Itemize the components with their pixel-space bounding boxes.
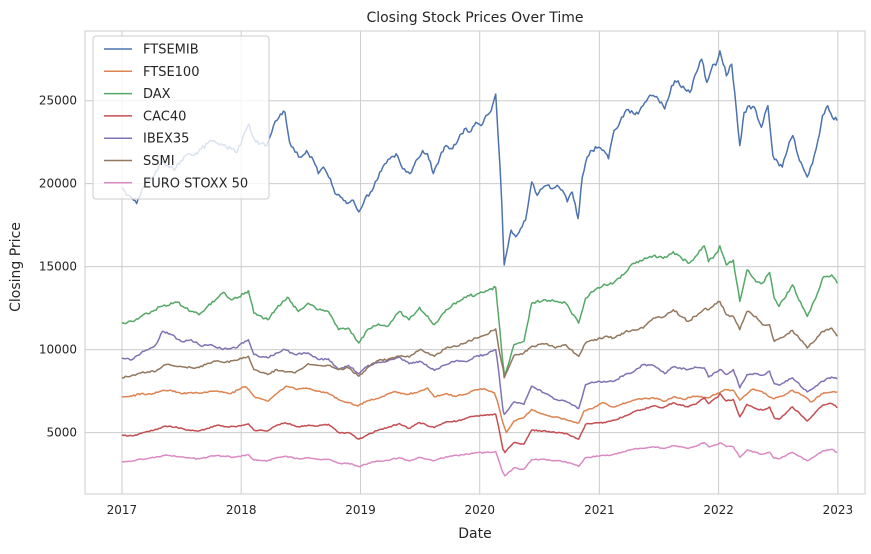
legend-label: DAX	[143, 87, 171, 102]
series-line-ssmi	[121, 300, 838, 379]
y-tick-label: 20000	[39, 177, 77, 191]
series-line-cac40	[121, 392, 838, 454]
x-tick-label: 2020	[464, 503, 495, 517]
x-tick-label: 2017	[107, 503, 138, 517]
legend-label: FTSEMIB	[143, 43, 199, 58]
series-line-dax	[121, 245, 838, 377]
legend-label: FTSE100	[143, 65, 199, 80]
x-tick-label: 2021	[584, 503, 615, 517]
series-line-ibex35	[121, 330, 838, 416]
series-line-euro-stoxx-50	[121, 441, 838, 477]
legend-item: SSMI	[104, 154, 175, 169]
series-lines	[121, 50, 838, 477]
y-tick-label: 15000	[39, 260, 77, 274]
legend-label: IBEX35	[143, 132, 189, 147]
legend-label: CAC40	[143, 109, 186, 124]
legend-item: FTSE100	[104, 65, 199, 80]
y-axis-label: Closing Price	[8, 222, 24, 312]
legend-box	[92, 35, 270, 200]
x-tick-label: 2018	[226, 503, 257, 517]
x-tick-label: 2023	[823, 503, 854, 517]
legend-item: DAX	[104, 87, 171, 102]
x-tick-label: 2022	[703, 503, 734, 517]
y-tick-label: 5000	[46, 426, 77, 440]
y-tick-label: 10000	[39, 343, 77, 357]
legend-item: FTSEMIB	[104, 43, 199, 58]
series-line-ftse100	[121, 385, 838, 434]
legend-items: FTSEMIB FTSE100 DAX CAC40 IBEX35 SSMI EURO STO…	[104, 43, 248, 191]
chart-title: Closing Stock Prices Over Time	[366, 10, 583, 26]
legend-label: SSMI	[143, 154, 175, 169]
legend: FTSEMIB FTSE100 DAX CAC40 IBEX35 SSMI EURO STO…	[92, 35, 270, 200]
legend-label: EURO STOXX 50	[143, 176, 248, 191]
tick-labels: 2017 2018 2019 2020 2021 2022 2023 5000 10000 150…	[39, 94, 853, 517]
y-tick-label: 25000	[39, 94, 77, 108]
x-tick-label: 2019	[345, 503, 376, 517]
legend-item: CAC40	[104, 109, 186, 124]
legend-item: EURO STOXX 50	[104, 176, 248, 191]
x-axis-label: Date	[458, 526, 491, 542]
legend-item: IBEX35	[104, 132, 189, 147]
